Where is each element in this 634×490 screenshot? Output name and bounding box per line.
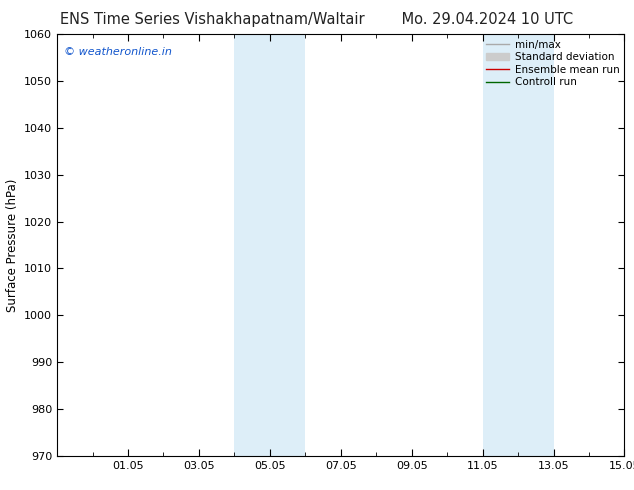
Bar	[235, 34, 306, 456]
Text: ENS Time Series Vishakhapatnam/Waltair        Mo. 29.04.2024 10 UTC: ENS Time Series Vishakhapatnam/Waltair M…	[60, 12, 574, 27]
Legend: min/max, Standard deviation, Ensemble mean run, Controll run: min/max, Standard deviation, Ensemble me…	[484, 37, 621, 89]
Y-axis label: Surface Pressure (hPa): Surface Pressure (hPa)	[6, 178, 18, 312]
Text: © weatheronline.in: © weatheronline.in	[64, 47, 172, 57]
Bar	[482, 34, 553, 456]
